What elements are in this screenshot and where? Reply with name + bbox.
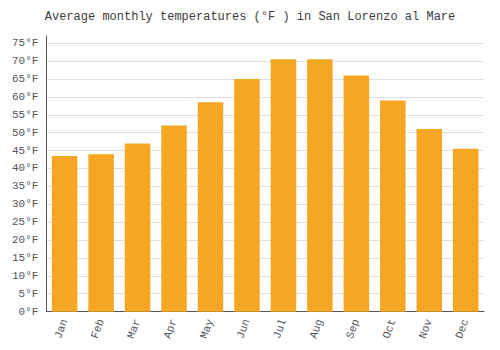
svg-text:40°F: 40°F — [12, 162, 38, 174]
svg-text:Jan: Jan — [52, 318, 70, 341]
svg-text:Dec: Dec — [453, 318, 471, 341]
svg-text:May: May — [198, 317, 216, 340]
svg-text:25°F: 25°F — [12, 216, 38, 228]
svg-text:10°F: 10°F — [12, 270, 38, 282]
svg-text:Mar: Mar — [125, 318, 143, 341]
svg-text:75°F: 75°F — [12, 37, 38, 49]
svg-text:Jun: Jun — [235, 318, 253, 341]
svg-text:Apr: Apr — [162, 318, 180, 341]
svg-text:45°F: 45°F — [12, 145, 38, 157]
svg-text:Average monthly temperatures (: Average monthly temperatures (°F ) in Sa… — [45, 10, 455, 24]
svg-text:70°F: 70°F — [12, 55, 38, 67]
svg-text:50°F: 50°F — [12, 127, 38, 139]
svg-text:60°F: 60°F — [12, 91, 38, 103]
svg-text:55°F: 55°F — [12, 109, 38, 121]
svg-text:Aug: Aug — [307, 318, 325, 341]
svg-text:65°F: 65°F — [12, 73, 38, 85]
svg-text:Nov: Nov — [417, 317, 435, 340]
svg-text:5°F: 5°F — [19, 288, 39, 300]
svg-text:Jul: Jul — [271, 318, 289, 341]
svg-text:Oct: Oct — [380, 318, 398, 341]
svg-text:Sep: Sep — [344, 318, 362, 341]
svg-text:20°F: 20°F — [12, 234, 38, 246]
svg-text:0°F: 0°F — [19, 306, 39, 318]
svg-text:15°F: 15°F — [12, 252, 38, 264]
svg-text:35°F: 35°F — [12, 180, 38, 192]
svg-text:30°F: 30°F — [12, 198, 38, 210]
svg-text:Feb: Feb — [89, 318, 107, 341]
